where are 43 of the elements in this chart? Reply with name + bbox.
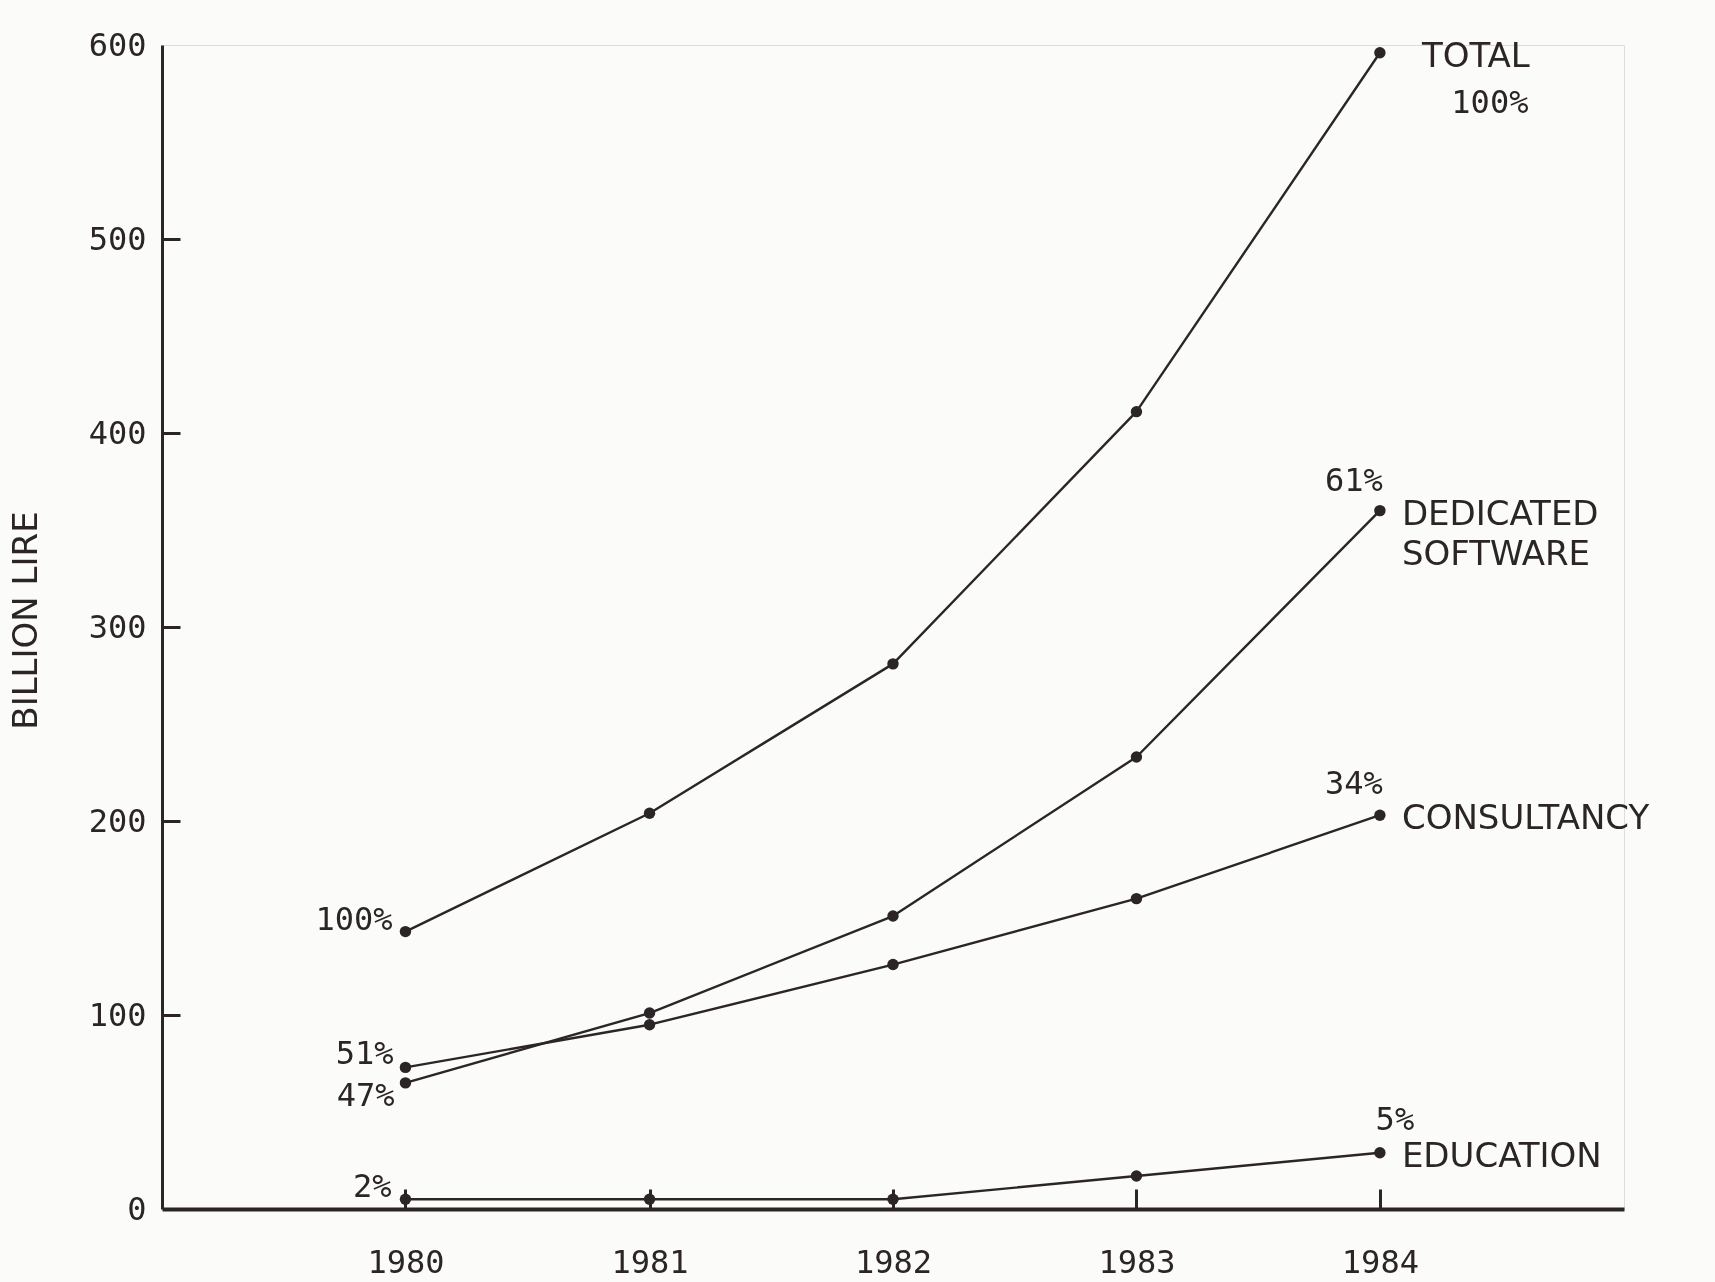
point bbox=[399, 1193, 412, 1205]
point bbox=[887, 658, 899, 670]
point bbox=[1130, 1170, 1143, 1182]
point bbox=[1130, 892, 1143, 905]
point bbox=[887, 1193, 899, 1205]
annotation: 34% bbox=[1325, 764, 1383, 803]
series-label: DEDICATED SOFTWARE bbox=[1401, 492, 1599, 573]
point bbox=[643, 807, 656, 819]
annotation: 51% bbox=[335, 1034, 394, 1073]
point bbox=[399, 925, 412, 938]
point bbox=[1374, 1147, 1386, 1159]
point bbox=[1130, 751, 1143, 763]
annotation: 61% bbox=[1325, 460, 1383, 499]
point bbox=[643, 1193, 656, 1205]
annotation: 2% bbox=[352, 1167, 392, 1206]
point bbox=[887, 910, 899, 922]
annotation: 100% bbox=[315, 899, 393, 938]
x-tick-label: 1980 bbox=[367, 1242, 445, 1281]
x-tick-label: 1982 bbox=[854, 1242, 933, 1281]
y-tick-label: 200 bbox=[88, 801, 147, 840]
y-tick-label: 400 bbox=[88, 413, 147, 452]
point bbox=[1374, 47, 1386, 59]
y-tick-label: 0 bbox=[127, 1189, 147, 1228]
x-tick-label: 1981 bbox=[611, 1242, 689, 1281]
annotation: 100% bbox=[1451, 82, 1529, 121]
point bbox=[399, 1061, 412, 1074]
y-tick-label: 500 bbox=[88, 219, 147, 258]
y-tick-label: 600 bbox=[88, 25, 147, 64]
point bbox=[643, 1019, 656, 1031]
point bbox=[1374, 809, 1386, 821]
y-tick-label: 300 bbox=[88, 607, 147, 646]
point bbox=[399, 1077, 412, 1089]
point bbox=[887, 958, 899, 971]
y-axis-title: BILLION LIRE bbox=[4, 511, 45, 730]
series-label: CONSULTANCY bbox=[1401, 797, 1650, 838]
point bbox=[1130, 405, 1143, 418]
y-tick-label: 100 bbox=[88, 995, 147, 1034]
point bbox=[1374, 504, 1386, 517]
x-tick-label: 1984 bbox=[1341, 1242, 1419, 1281]
series-label: TOTAL bbox=[1420, 34, 1530, 75]
annotation: 47% bbox=[336, 1075, 395, 1114]
x-tick-label: 1983 bbox=[1098, 1242, 1176, 1281]
point bbox=[643, 1007, 656, 1019]
